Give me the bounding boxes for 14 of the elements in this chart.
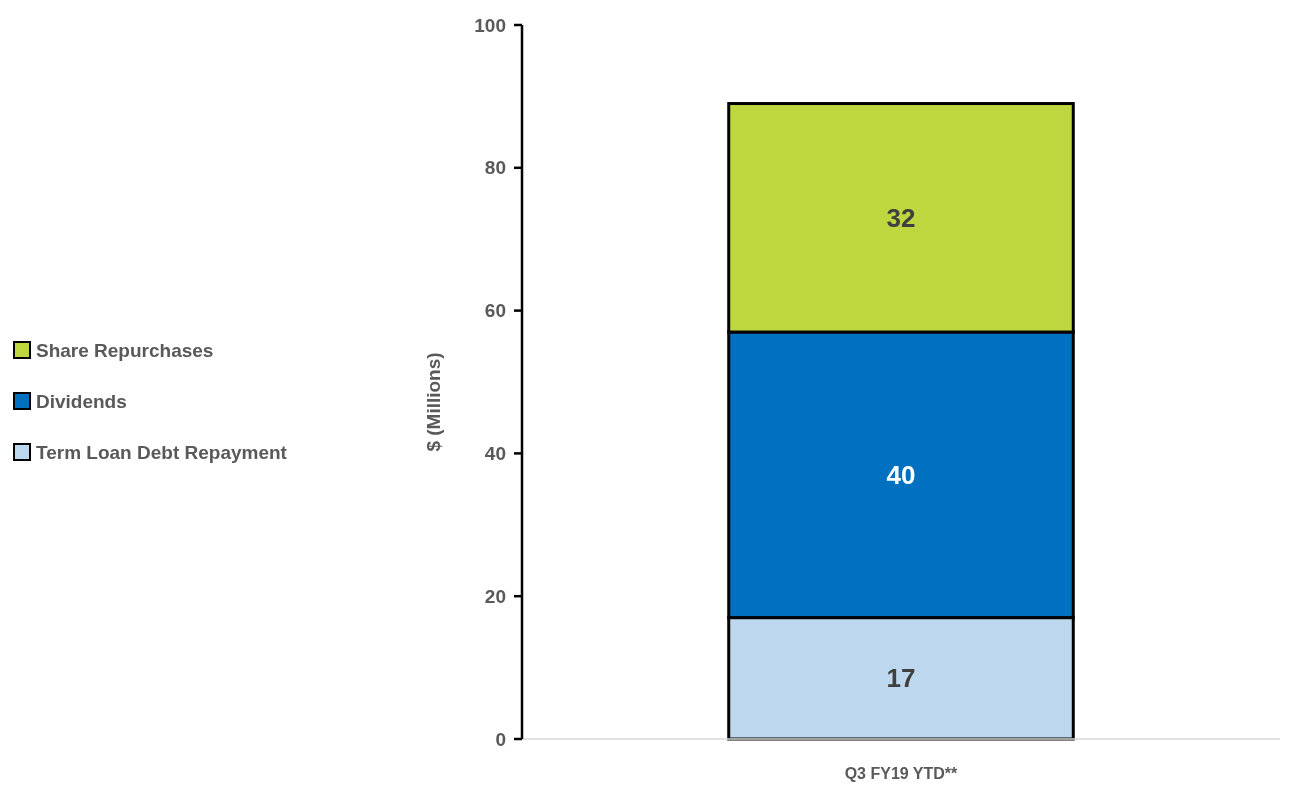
y-tick-label: 40 — [484, 443, 506, 465]
data-label: 32 — [886, 202, 916, 233]
y-tick-label: 60 — [484, 300, 506, 322]
y-tick-label: 80 — [484, 157, 506, 179]
data-label: 40 — [886, 459, 916, 490]
x-tick-label: Q3 FY19 YTD** — [844, 765, 959, 782]
legend-label: Term Loan Debt Repayment — [36, 441, 288, 463]
legend-label: Dividends — [36, 390, 127, 412]
y-tick-label: 0 — [495, 728, 506, 750]
y-axis-title: $ (Millions) — [423, 352, 444, 452]
data-label: 17 — [886, 663, 916, 694]
legend-label: Share Repurchases — [36, 339, 214, 361]
y-tick-label: 100 — [474, 14, 506, 36]
y-tick-label: 20 — [484, 585, 506, 607]
